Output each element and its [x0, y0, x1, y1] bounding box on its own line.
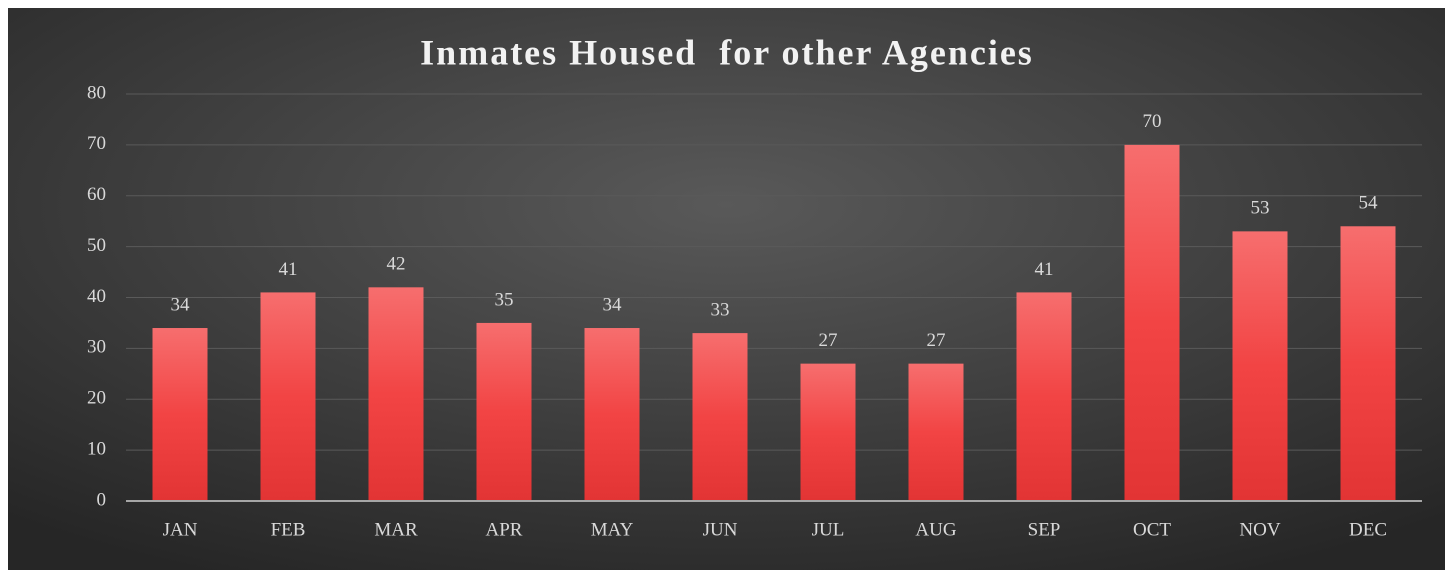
data-label: 41: [279, 259, 298, 280]
y-tick-label: 0: [97, 489, 107, 510]
bar: [1016, 292, 1072, 501]
x-tick-label: MAR: [374, 519, 418, 540]
y-tick-label: 60: [87, 184, 106, 205]
bar: [368, 287, 424, 501]
x-tick-label: SEP: [1028, 519, 1061, 540]
bar: [692, 333, 748, 501]
bar: [1232, 231, 1288, 502]
data-label: 34: [603, 294, 623, 315]
x-tick-label: FEB: [271, 519, 306, 540]
bar: [152, 328, 208, 501]
x-tick-label: APR: [486, 519, 523, 540]
x-tick-label: JUN: [703, 519, 738, 540]
bar: [260, 292, 316, 501]
bar: [476, 322, 532, 501]
data-label: 27: [927, 330, 946, 351]
bar: [584, 328, 640, 501]
y-tick-label: 40: [87, 286, 106, 307]
bar: [1340, 226, 1396, 501]
data-label: 41: [1035, 259, 1054, 280]
y-tick-label: 10: [87, 438, 106, 459]
x-tick-label: JAN: [163, 519, 198, 540]
x-tick-label: JUL: [812, 519, 845, 540]
chart-title: Inmates Housed for other Agencies: [420, 32, 1034, 72]
y-tick-label: 50: [87, 235, 106, 256]
x-tick-label: AUG: [915, 519, 956, 540]
x-tick-label: NOV: [1239, 519, 1280, 540]
data-label: 35: [495, 289, 514, 310]
data-label: 70: [1143, 111, 1162, 132]
y-tick-label: 20: [87, 388, 106, 409]
data-label: 53: [1251, 198, 1270, 219]
bar: [1124, 144, 1180, 501]
y-tick-label: 30: [87, 337, 106, 358]
bar: [800, 363, 856, 501]
data-label: 33: [711, 299, 730, 320]
y-tick-label: 80: [87, 82, 106, 103]
data-label: 34: [171, 294, 191, 315]
x-tick-label: DEC: [1349, 519, 1387, 540]
x-tick-label: OCT: [1133, 519, 1171, 540]
data-label: 54: [1359, 193, 1379, 214]
x-tick-label: MAY: [591, 519, 634, 540]
y-tick-label: 70: [87, 133, 106, 154]
data-label: 27: [819, 330, 838, 351]
data-label: 42: [387, 254, 406, 275]
bar: [908, 363, 964, 501]
